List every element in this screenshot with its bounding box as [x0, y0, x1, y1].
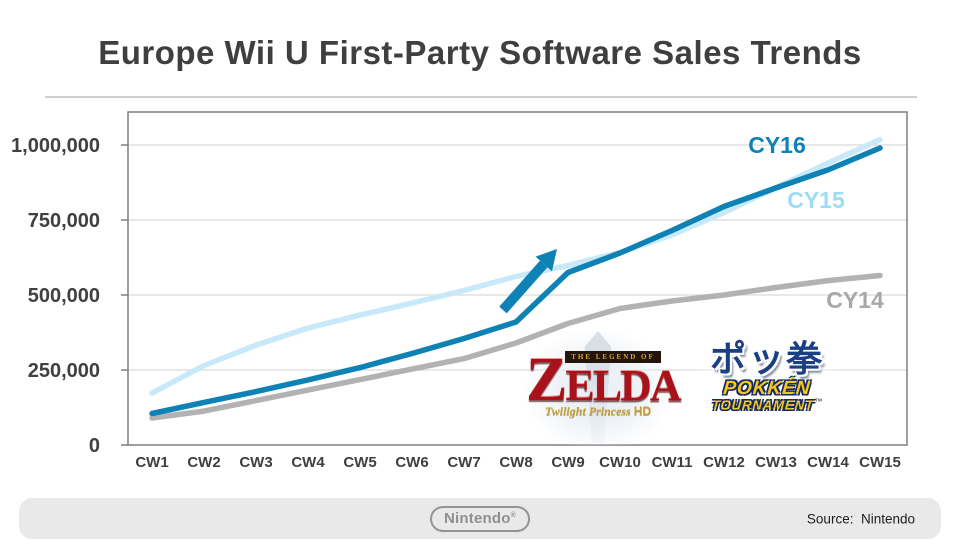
x-tick-label: CW4 — [291, 454, 325, 471]
page-title: Europe Wii U First-Party Software Sales … — [98, 34, 862, 71]
y-tick-label: 750,000 — [28, 210, 100, 232]
footer-bar: Nintendo® Source: Nintendo — [19, 498, 941, 539]
series-label-cy16: CY16 — [748, 132, 806, 158]
plot-border — [127, 111, 908, 446]
nintendo-wordmark: Nintendo — [444, 509, 511, 527]
series-label-cy14: CY14 — [826, 287, 884, 313]
x-tick-label: CW6 — [395, 454, 428, 471]
title-divider — [45, 96, 917, 98]
zelda-subtitle-row: Twilight Princess HD — [526, 404, 670, 419]
x-tick-label: CW12 — [703, 454, 745, 471]
x-tick-label: CW13 — [755, 454, 797, 471]
x-tick-label: CW7 — [447, 454, 480, 471]
zelda-top-label: THE LEGEND OF — [565, 351, 661, 363]
x-tick-label: CW14 — [807, 454, 849, 471]
series-line-cy16 — [149, 145, 883, 417]
pokken-kanji-wordmark: ポッ拳 — [709, 339, 824, 380]
registered-mark: ® — [510, 511, 516, 519]
x-tick-label: CW9 — [551, 454, 584, 471]
zelda-subtitle: Twilight Princess — [544, 404, 631, 418]
nintendo-logo: Nintendo® — [430, 505, 530, 532]
pokken-tournament-logo: ポッ拳 POKKÉN TOURNAMENT™ — [689, 340, 845, 436]
zelda-wordmark: ZELDA — [526, 346, 682, 414]
x-tick-label: CW3 — [239, 454, 272, 471]
y-tick-label: 500,000 — [28, 285, 100, 307]
pokken-title-line1: POKKÉN — [722, 378, 812, 399]
pokken-title-line2: TOURNAMENT™ — [688, 397, 845, 412]
x-tick-label: CW1 — [135, 454, 168, 471]
x-tick-label: CW10 — [599, 454, 641, 471]
x-tick-label: CW2 — [187, 454, 220, 471]
y-tick-label: 1,000,000 — [11, 135, 100, 157]
pokken-tournament-text: TOURNAMENT — [711, 397, 815, 413]
x-tick-label: CW15 — [859, 454, 901, 471]
series-label-cy15: CY15 — [787, 187, 845, 213]
x-tick-label: CW8 — [499, 454, 532, 471]
trademark-symbol: ™ — [813, 397, 823, 406]
zelda-twilight-princess-hd-logo: THE LEGEND OF ZELDA Twilight Princess HD — [526, 331, 682, 445]
growth-arrow-shaft — [499, 260, 548, 314]
x-tick-label: CW5 — [343, 454, 376, 471]
series-line-cy14 — [149, 272, 883, 421]
source-label: Source: Nintendo — [806, 511, 915, 526]
y-tick-label: 0 — [89, 435, 100, 457]
growth-arrow-head — [535, 249, 557, 272]
zelda-hd-badge: HD — [633, 404, 652, 418]
y-tick-label: 250,000 — [28, 360, 100, 382]
x-tick-label: CW11 — [652, 454, 693, 471]
